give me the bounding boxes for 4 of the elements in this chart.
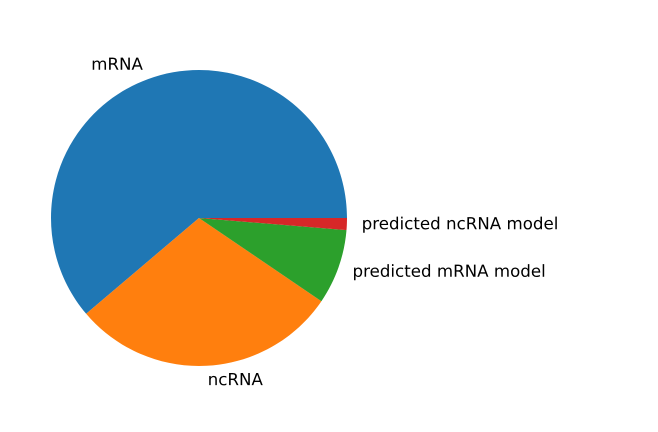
slice-label: predicted mRNA model [354, 264, 544, 280]
slice-label: mRNA [92, 58, 143, 70]
slice-label: predicted ncRNA model [363, 216, 557, 233]
slice-label: ncRNA [209, 373, 263, 386]
